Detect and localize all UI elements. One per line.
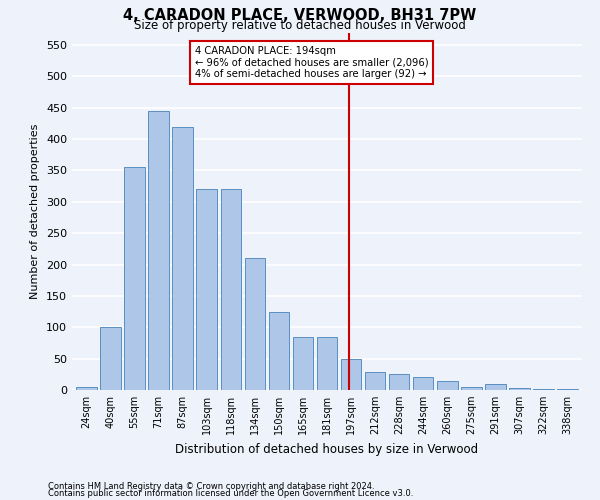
- Bar: [317, 336, 337, 390]
- Text: Contains HM Land Registry data © Crown copyright and database right 2024.: Contains HM Land Registry data © Crown c…: [48, 482, 374, 491]
- Bar: [485, 384, 506, 390]
- Text: Contains public sector information licensed under the Open Government Licence v3: Contains public sector information licen…: [48, 489, 413, 498]
- Bar: [76, 387, 97, 390]
- Bar: [533, 388, 554, 390]
- Bar: [365, 372, 385, 390]
- Text: 4 CARADON PLACE: 194sqm
← 96% of detached houses are smaller (2,096)
4% of semi-: 4 CARADON PLACE: 194sqm ← 96% of detache…: [194, 46, 428, 80]
- Y-axis label: Number of detached properties: Number of detached properties: [31, 124, 40, 299]
- Bar: [269, 312, 289, 390]
- Bar: [100, 328, 121, 390]
- Bar: [172, 126, 193, 390]
- Bar: [148, 111, 169, 390]
- Bar: [557, 388, 578, 390]
- Bar: [461, 387, 482, 390]
- Bar: [509, 388, 530, 390]
- Text: 4, CARADON PLACE, VERWOOD, BH31 7PW: 4, CARADON PLACE, VERWOOD, BH31 7PW: [124, 8, 476, 22]
- Bar: [293, 336, 313, 390]
- Bar: [341, 358, 361, 390]
- Bar: [124, 168, 145, 390]
- X-axis label: Distribution of detached houses by size in Verwood: Distribution of detached houses by size …: [175, 442, 479, 456]
- Bar: [221, 190, 241, 390]
- Bar: [196, 190, 217, 390]
- Bar: [437, 380, 458, 390]
- Bar: [413, 378, 433, 390]
- Text: Size of property relative to detached houses in Verwood: Size of property relative to detached ho…: [134, 19, 466, 32]
- Bar: [245, 258, 265, 390]
- Bar: [389, 374, 409, 390]
